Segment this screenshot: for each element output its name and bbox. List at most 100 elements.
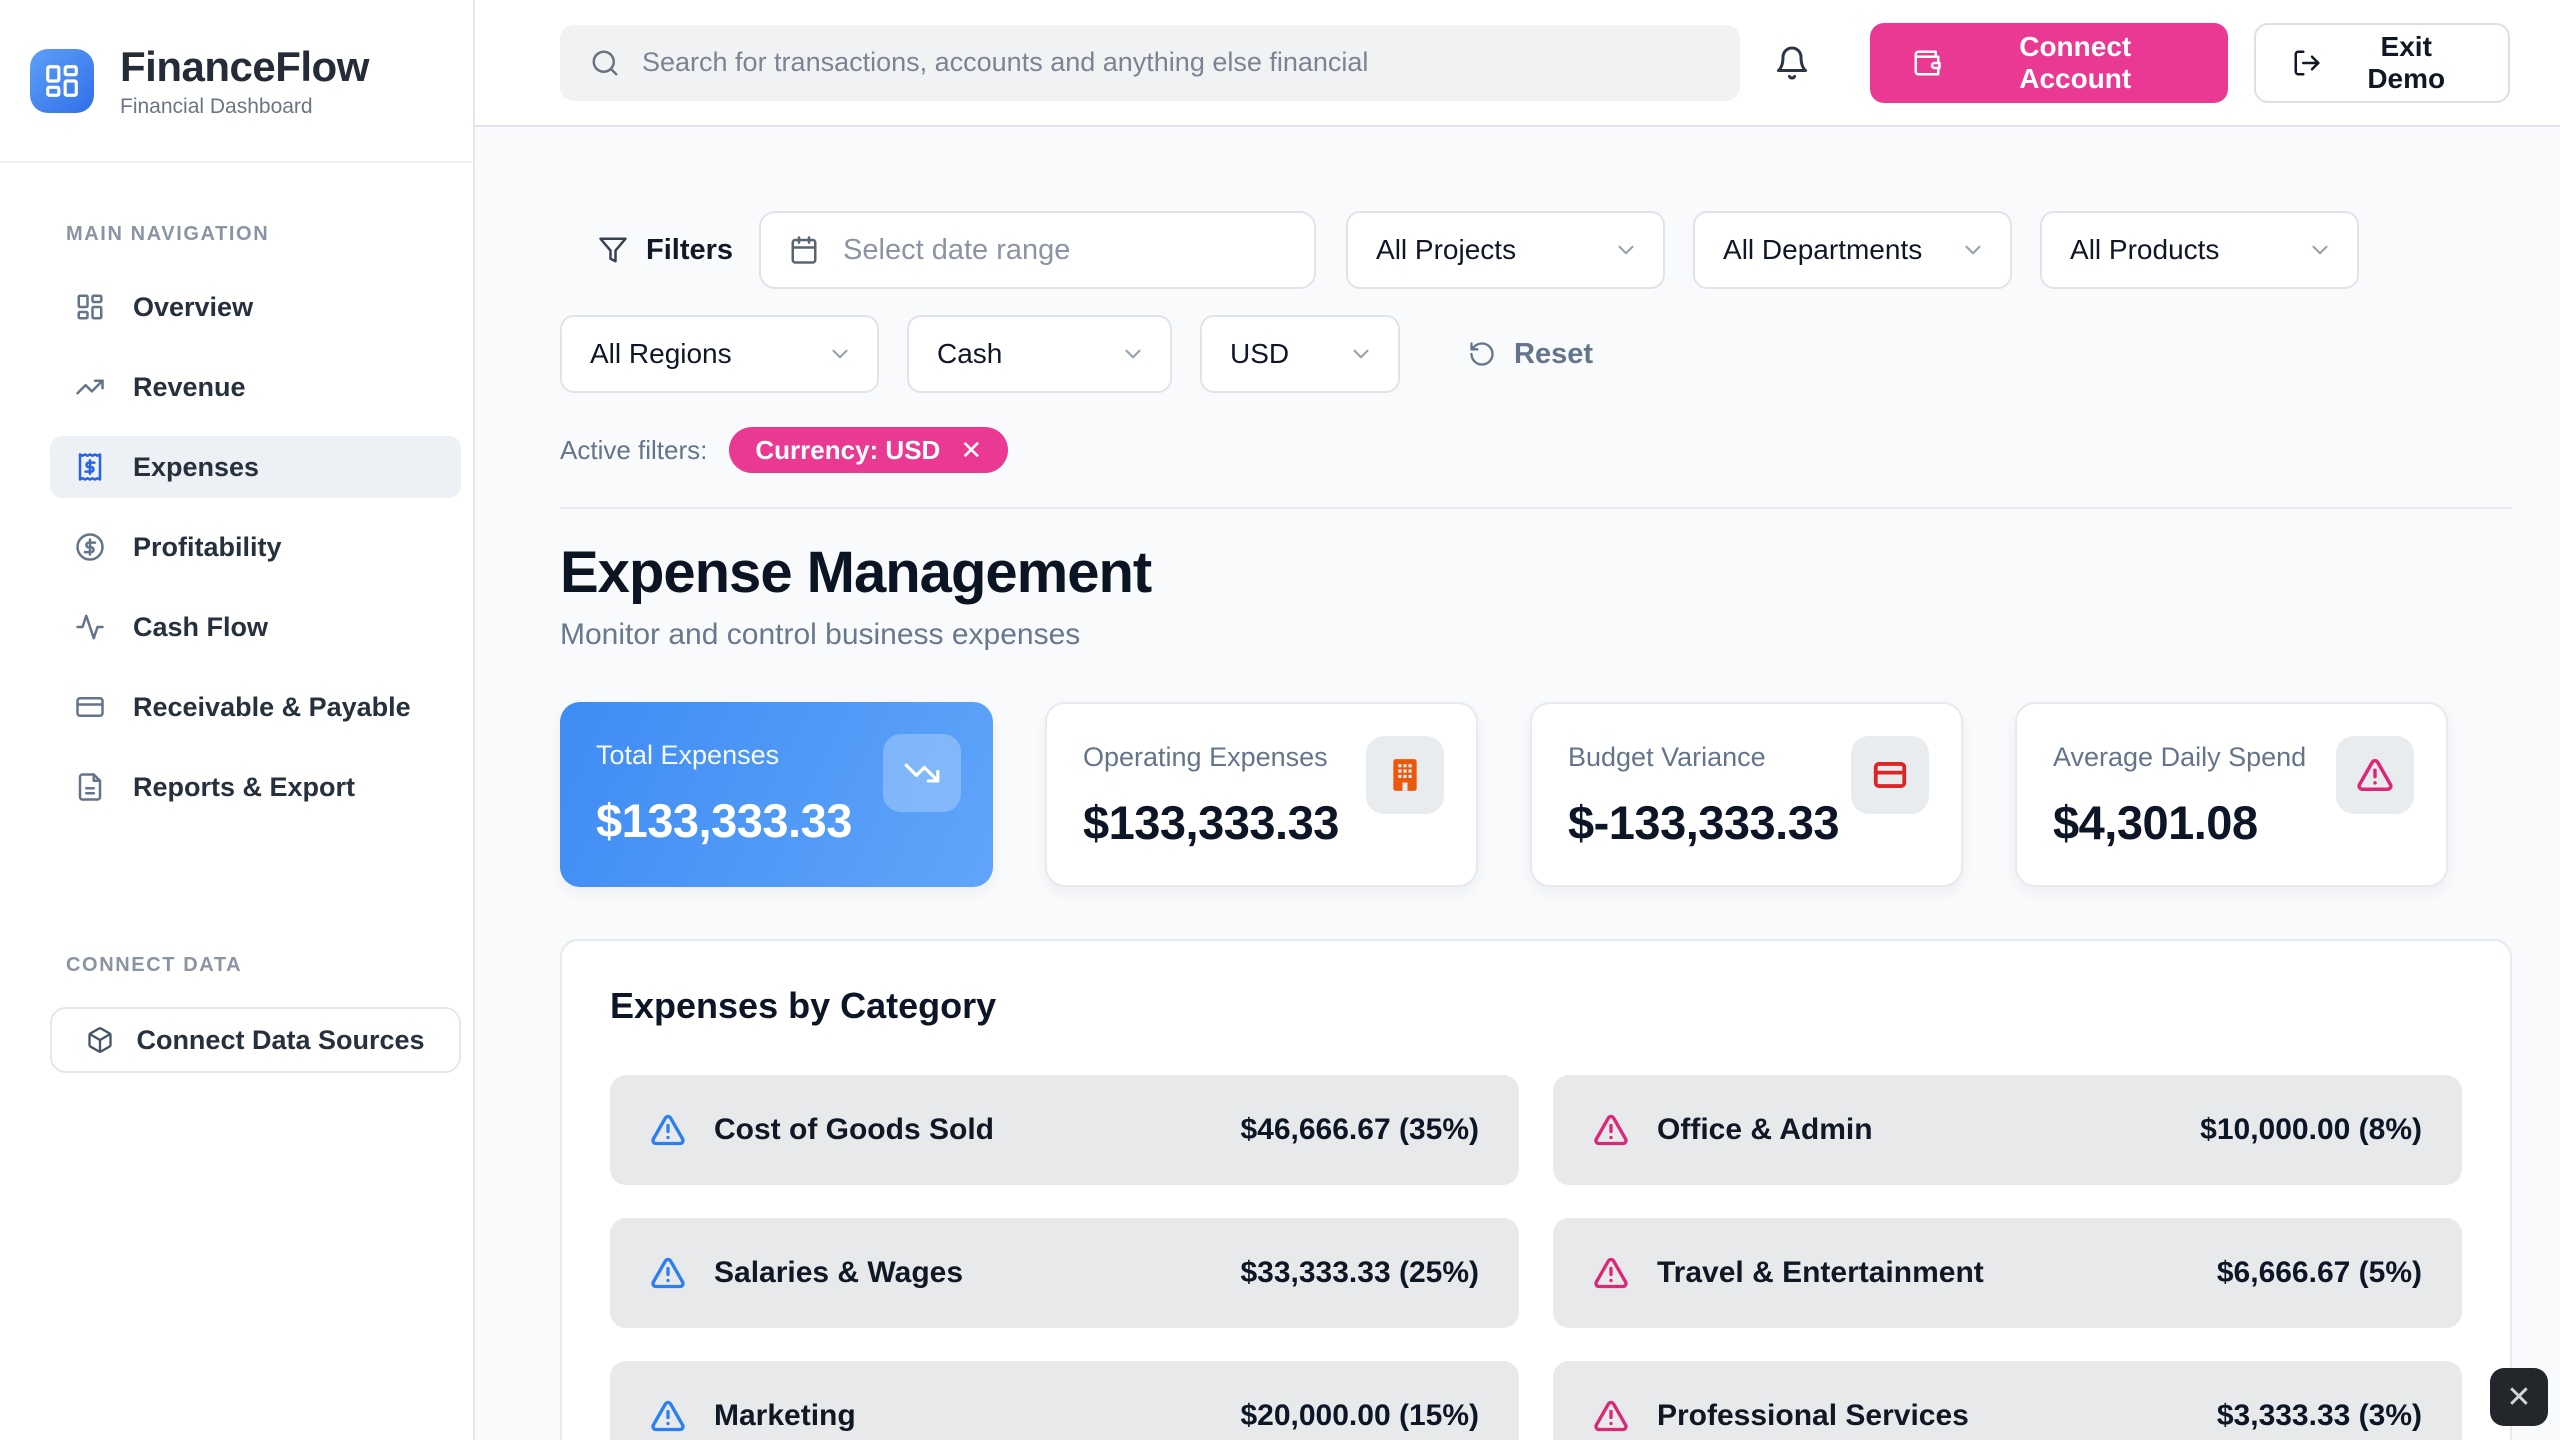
building-icon [1366,736,1444,814]
rotate-ccw-icon [1468,340,1496,368]
sidebar-item-overview[interactable]: Overview [50,276,461,338]
category-row-cost-of-goods-sold[interactable]: Cost of Goods Sold $46,666.67 (35%) [610,1075,1519,1185]
page-subtitle: Monitor and control business expenses [560,618,1081,651]
departments-select[interactable]: All Departments [1693,211,2013,289]
stat-card-average-daily-spend[interactable]: Average Daily Spend $4,301.08 [2015,702,2448,887]
sidebar-item-expenses[interactable]: Expenses [50,436,461,498]
receipt-icon [75,452,105,482]
search-input[interactable] [642,47,1710,78]
reset-filters-button[interactable]: Reset [1468,338,1593,371]
brand-text: FinanceFlow Financial Dashboard [120,43,369,119]
category-row-travel-entertainment[interactable]: Travel & Entertainment $6,666.67 (5%) [1553,1218,2462,1328]
category-value: $3,333.33 (3%) [2216,1399,2422,1432]
chevron-down-icon [1613,237,1639,263]
bell-icon [1774,45,1810,81]
connect-data-sources-label: Connect Data Sources [136,1024,425,1055]
chevron-down-icon [2307,237,2333,263]
active-filters-label: Active filters: [560,434,708,465]
cube-icon [86,1026,114,1054]
stat-label: Average Daily Spend [2053,742,2307,772]
alert-triangle-icon [650,1398,686,1434]
exit-demo-label: Exit Demo [2367,30,2446,94]
reset-label: Reset [1514,337,1593,370]
app-logo-icon [30,48,94,113]
category-value: $46,666.67 (35%) [1240,1113,1479,1146]
activity-pulse-icon [75,612,105,642]
currency-select[interactable]: USD [1200,315,1400,393]
filters-title: Filters [598,234,733,267]
sidebar-item-label: Reports & Export [133,771,356,802]
sidebar-item-revenue[interactable]: Revenue [50,356,461,418]
sidebar-item-label: Cash Flow [133,611,269,642]
connect-section-heading: CONNECT DATA [66,954,243,976]
category-row-office-admin[interactable]: Office & Admin $10,000.00 (8%) [1553,1075,2462,1185]
stat-card-operating-expenses[interactable]: Operating Expenses $133,333.33 [1045,702,1478,887]
expenses-by-category-card: Expenses by Category Cost of Goods Sold … [560,939,2512,1440]
payment-method-select[interactable]: Cash [907,315,1172,393]
sidebar-item-label: Profitability [133,531,282,562]
category-value: $6,666.67 (5%) [2216,1256,2422,1289]
currency-filter-chip[interactable]: Currency: USD ✕ [729,427,1009,473]
sidebar-item-label: Receivable & Payable [133,691,411,722]
projects-select-value: All Projects [1376,234,1517,265]
trending-down-icon [883,734,961,812]
sidebar-item-reports-export[interactable]: Reports & Export [50,756,461,818]
logout-icon [2292,48,2322,78]
filters-row-1: Filters All Projects All Departments All… [560,211,2512,289]
sidebar-item-label: Overview [133,291,254,322]
main-column: Connect Account Exit Demo Filters All [475,0,2560,1440]
products-select-value: All Products [2070,234,2220,265]
products-select[interactable]: All Products [2040,211,2360,289]
chevron-down-icon [1120,341,1146,367]
section-divider [560,507,2512,509]
alert-triangle-icon [650,1255,686,1291]
expenses-by-category-title: Expenses by Category [610,985,997,1026]
chip-close-icon[interactable]: ✕ [960,435,983,465]
chevron-down-icon [1348,341,1374,367]
stat-label: Budget Variance [1568,742,1766,772]
stat-cards: Total Expenses $133,333.33 Operating Exp… [560,702,2512,887]
category-row-marketing[interactable]: Marketing $20,000.00 (15%) [610,1361,1519,1440]
alert-triangle-icon [2336,736,2414,814]
category-row-professional-services[interactable]: Professional Services $3,333.33 (3%) [1553,1361,2462,1440]
stat-card-total-expenses[interactable]: Total Expenses $133,333.33 [560,702,993,887]
alert-triangle-icon [1593,1398,1629,1434]
notifications-button[interactable] [1774,45,1810,81]
credit-card-icon [75,692,105,722]
connect-account-button[interactable]: Connect Account [1870,22,2229,103]
stat-value: $4,301.08 [2053,796,2258,849]
stat-label: Total Expenses [596,740,780,770]
overlay-close-button[interactable]: ✕ [2490,1368,2548,1426]
date-range-field [759,211,1317,289]
brand: FinanceFlow Financial Dashboard [0,0,473,163]
category-label: Professional Services [1657,1399,1969,1432]
trending-up-icon [75,372,105,402]
chevron-down-icon [827,341,853,367]
currency-select-value: USD [1230,338,1290,369]
close-icon: ✕ [2506,1380,2532,1414]
sidebar-item-receivable-payable[interactable]: Receivable & Payable [50,676,461,738]
exit-demo-button[interactable]: Exit Demo [2254,22,2510,103]
stat-value: $-133,333.33 [1568,796,1840,849]
stat-value: $133,333.33 [1083,796,1339,849]
app-tagline: Financial Dashboard [120,94,313,118]
sidebar-item-profitability[interactable]: Profitability [50,516,461,578]
main-navigation: Overview Revenue Expenses Profitability … [50,276,461,836]
category-row-salaries-wages[interactable]: Salaries & Wages $33,333.33 (25%) [610,1218,1519,1328]
regions-select[interactable]: All Regions [560,315,879,393]
sidebar-item-cash-flow[interactable]: Cash Flow [50,596,461,658]
active-filters-row: Active filters: Currency: USD ✕ [560,427,2512,473]
date-range-input[interactable] [843,233,1287,267]
filters-row-2: All Regions Cash USD Reset [560,315,2512,393]
projects-select[interactable]: All Projects [1346,211,1666,289]
filters-label: Filters [646,233,734,266]
regions-select-value: All Regions [590,338,732,369]
file-text-icon [75,772,105,802]
stat-value: $133,333.33 [596,794,852,847]
category-value: $10,000.00 (8%) [2200,1113,2422,1146]
app-title: FinanceFlow [120,42,369,90]
category-label: Salaries & Wages [714,1256,964,1289]
connect-data-sources-button[interactable]: Connect Data Sources [50,1007,461,1073]
stat-card-budget-variance[interactable]: Budget Variance $-133,333.33 [1530,702,1963,887]
